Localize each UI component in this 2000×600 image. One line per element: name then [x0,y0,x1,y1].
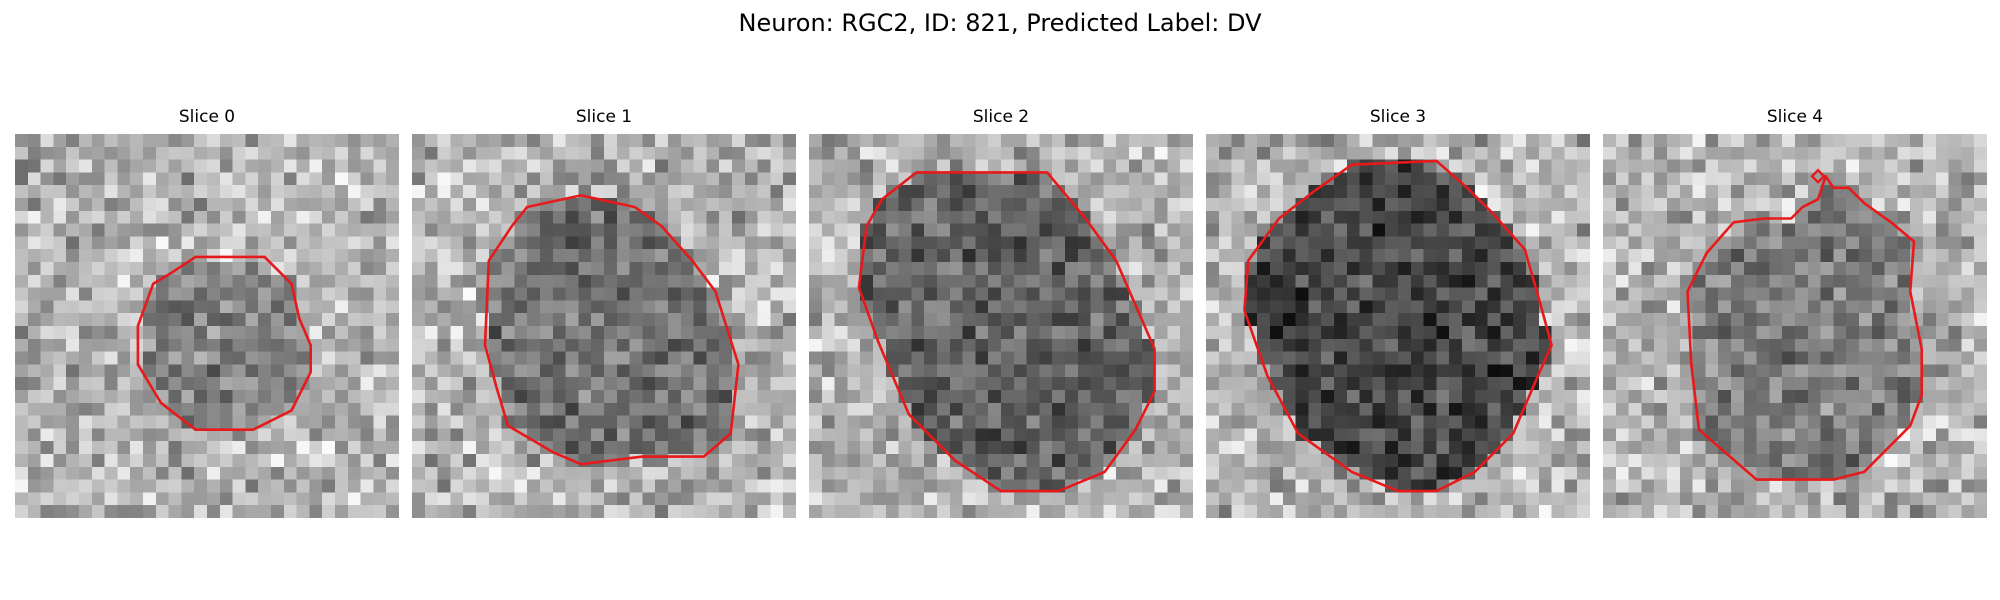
slice-image-4 [1603,134,1987,518]
slice-panel-4: Slice 4 [1603,106,1987,518]
cell-contour-0 [136,255,313,432]
contour-outline-0 [136,255,313,432]
contour-outline-4 [1686,174,1924,481]
slice-image-2 [809,134,1193,518]
slice-title-0: Slice 0 [178,107,236,127]
slice-panel-3: Slice 3 [1206,106,1590,518]
slice-image-0 [15,134,399,518]
slice-grayscale-4 [1603,134,1987,518]
contour-outline-3 [1243,159,1553,493]
figure-title: Neuron: RGC2, ID: 821, Predicted Label: … [738,9,1262,37]
slice-title-3: Slice 3 [1369,107,1427,127]
slice-grayscale-0 [15,134,399,518]
slice-panel-2: Slice 2 [809,106,1193,518]
contour-outline-1 [483,194,740,466]
slice-grayscale-1 [412,134,796,518]
slice-image-1 [412,134,796,518]
slice-image-3 [1206,134,1590,518]
slice-grayscale-3 [1206,134,1590,518]
contour-outline-2 [857,171,1156,493]
cell-contour-3 [1243,159,1553,493]
slice-panel-1: Slice 1 [412,106,796,518]
contour-fragment-4 [1810,168,1826,184]
slice-title-1: Slice 1 [575,107,633,127]
slice-title-4: Slice 4 [1766,107,1824,127]
cell-contour-4 [1686,168,1924,481]
slice-title-2: Slice 2 [972,107,1030,127]
cell-contour-2 [857,171,1156,493]
cell-contour-1 [483,194,740,466]
slice-panel-0: Slice 0 [15,106,399,518]
